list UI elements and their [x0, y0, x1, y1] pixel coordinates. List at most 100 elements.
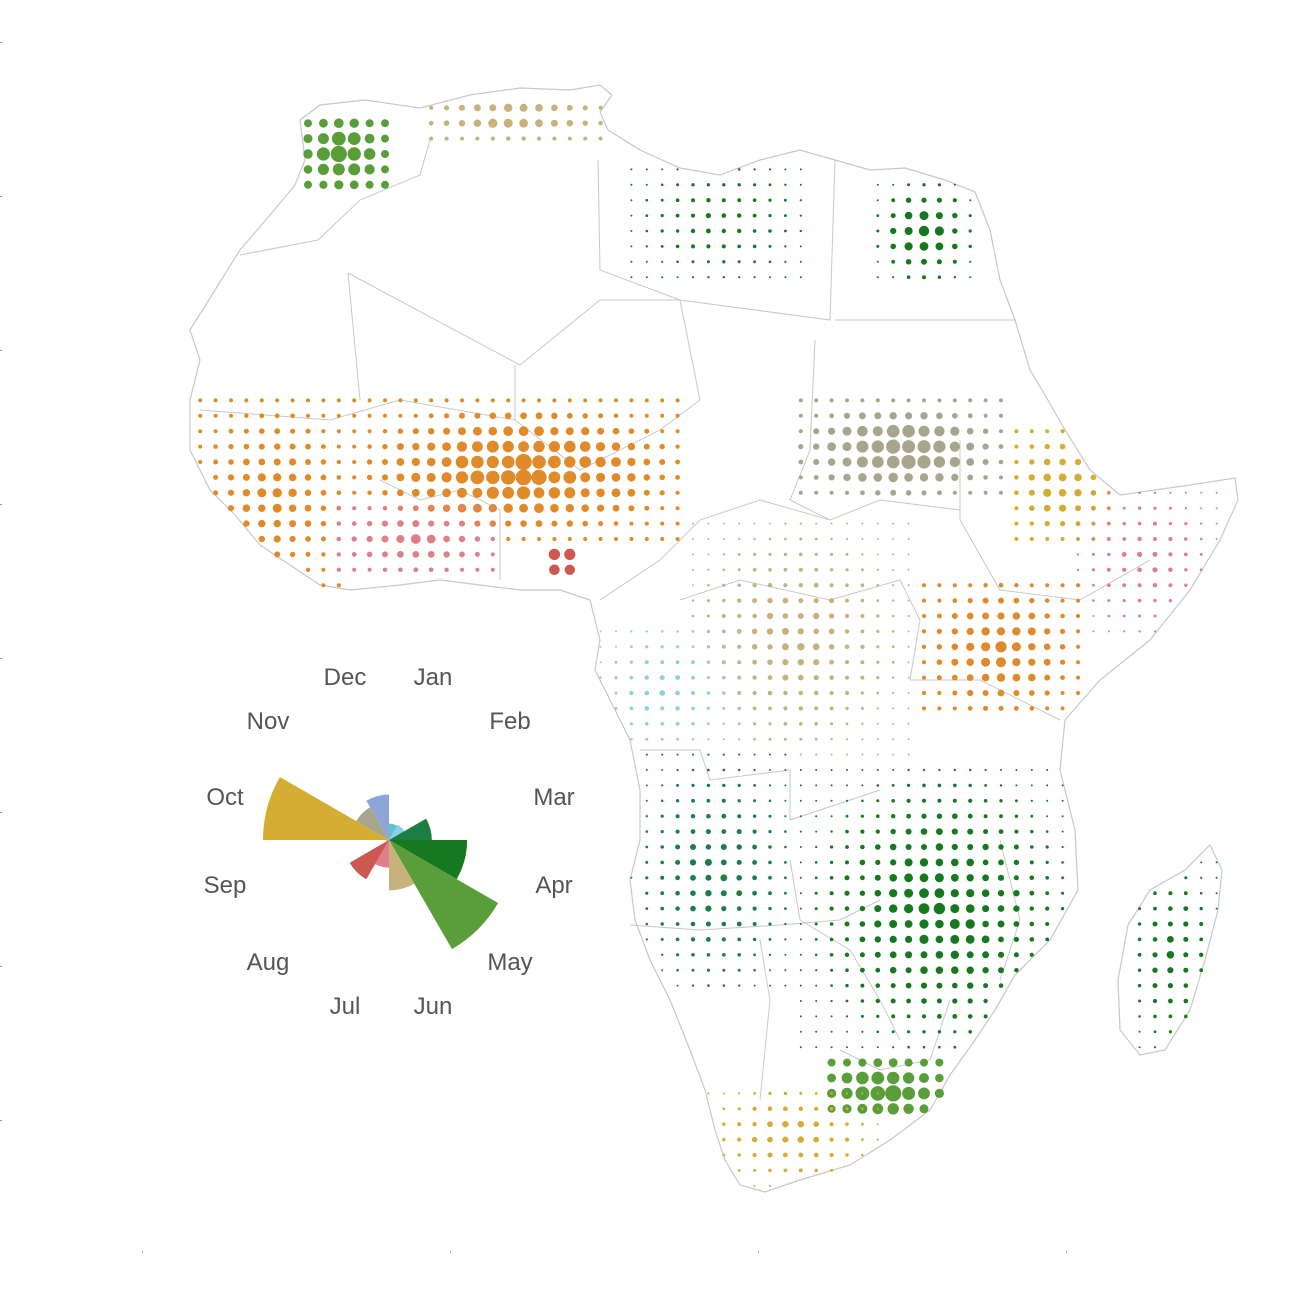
- map-dot: [815, 799, 818, 802]
- map-dot: [876, 599, 880, 602]
- map-dot: [550, 503, 559, 513]
- map-dot: [502, 440, 514, 453]
- map-dot: [1029, 583, 1034, 588]
- map-dot: [768, 244, 772, 248]
- map-dot: [856, 1071, 869, 1085]
- frame-tick: [0, 966, 2, 967]
- map-dot: [1061, 815, 1064, 818]
- map-dot: [860, 999, 865, 1003]
- map-dot: [289, 520, 297, 528]
- map-dot: [274, 413, 280, 419]
- map-dot: [843, 412, 851, 419]
- map-dot: [967, 474, 974, 481]
- map-dot: [519, 503, 528, 513]
- map-dot: [984, 768, 987, 772]
- map-dot: [690, 874, 696, 881]
- map-dot: [861, 1046, 864, 1049]
- map-dot: [351, 536, 357, 542]
- map-dot: [846, 522, 848, 525]
- map-dot: [1184, 583, 1188, 587]
- map-dot: [675, 721, 680, 726]
- map-dot: [861, 1092, 864, 1095]
- map-dot: [690, 814, 696, 819]
- map-dot: [274, 551, 281, 558]
- seasonal-dots-layer: [198, 103, 1218, 1187]
- map-dot: [781, 627, 789, 635]
- map-dot: [1045, 830, 1049, 833]
- map-dot: [814, 876, 818, 880]
- map-dot: [876, 722, 879, 725]
- map-dot: [752, 244, 757, 249]
- map-dot: [845, 706, 849, 711]
- map-dot: [645, 229, 649, 233]
- map-dot: [751, 628, 758, 635]
- map-dot: [1029, 937, 1035, 942]
- map-dot: [444, 413, 450, 419]
- map-dot: [999, 398, 1003, 403]
- map-dot: [783, 721, 788, 726]
- map-dot: [692, 753, 694, 756]
- map-dot: [784, 260, 787, 263]
- map-dot: [486, 440, 499, 453]
- map-dot: [629, 675, 634, 680]
- map-dot: [968, 398, 973, 403]
- map-dot: [1184, 1014, 1188, 1019]
- map-dot: [381, 180, 389, 189]
- map-dot: [937, 783, 942, 788]
- map-dot: [490, 567, 495, 572]
- map-dot: [1012, 673, 1021, 682]
- map-dot: [876, 753, 879, 756]
- map-dot: [1077, 491, 1079, 494]
- map-dot: [904, 227, 913, 235]
- map-dot: [332, 163, 345, 176]
- map-dot: [784, 229, 787, 233]
- map-dot: [814, 907, 818, 911]
- map-dot: [627, 473, 636, 482]
- map-dot: [676, 260, 679, 264]
- map-dot: [830, 845, 834, 849]
- map-dot: [907, 553, 910, 556]
- map-dot: [428, 413, 434, 419]
- map-dot: [660, 660, 665, 665]
- map-dot: [720, 859, 727, 866]
- map-dot: [1075, 644, 1081, 649]
- map-dot: [902, 440, 916, 454]
- map-dot: [351, 521, 357, 526]
- map-dot: [564, 440, 576, 453]
- map-dot: [645, 907, 649, 910]
- map-dot: [814, 1106, 819, 1111]
- map-dot: [1138, 907, 1142, 911]
- map-dot: [1060, 613, 1065, 619]
- map-dot: [213, 413, 218, 418]
- map-dot: [1013, 952, 1019, 958]
- map-dot: [1166, 951, 1175, 959]
- map-dot: [830, 968, 834, 972]
- map-dot: [583, 398, 588, 403]
- map-dot: [1200, 861, 1203, 864]
- map-dot: [598, 136, 603, 141]
- map-dot: [935, 919, 944, 929]
- map-dot: [784, 214, 787, 218]
- map-dot: [429, 398, 434, 403]
- map-dot: [830, 552, 834, 557]
- map-dot: [1044, 613, 1050, 619]
- map-dot: [753, 522, 756, 525]
- map-dot: [907, 722, 910, 725]
- map-dot: [628, 428, 635, 435]
- map-dot: [1045, 906, 1050, 911]
- map-dot: [676, 645, 680, 649]
- map-dot: [983, 475, 988, 480]
- map-dot: [935, 1058, 944, 1067]
- map-dot: [1014, 537, 1019, 541]
- map-dot: [799, 168, 802, 171]
- frame-tick: [0, 350, 2, 351]
- map-dot: [707, 538, 710, 540]
- map-dot: [198, 444, 203, 449]
- map-dot: [798, 1168, 803, 1173]
- map-dot: [565, 427, 574, 436]
- map-dot: [782, 1121, 789, 1128]
- map-dot: [319, 180, 328, 189]
- map-dot: [289, 535, 296, 543]
- map-dot: [722, 968, 726, 972]
- map-dot: [706, 614, 710, 618]
